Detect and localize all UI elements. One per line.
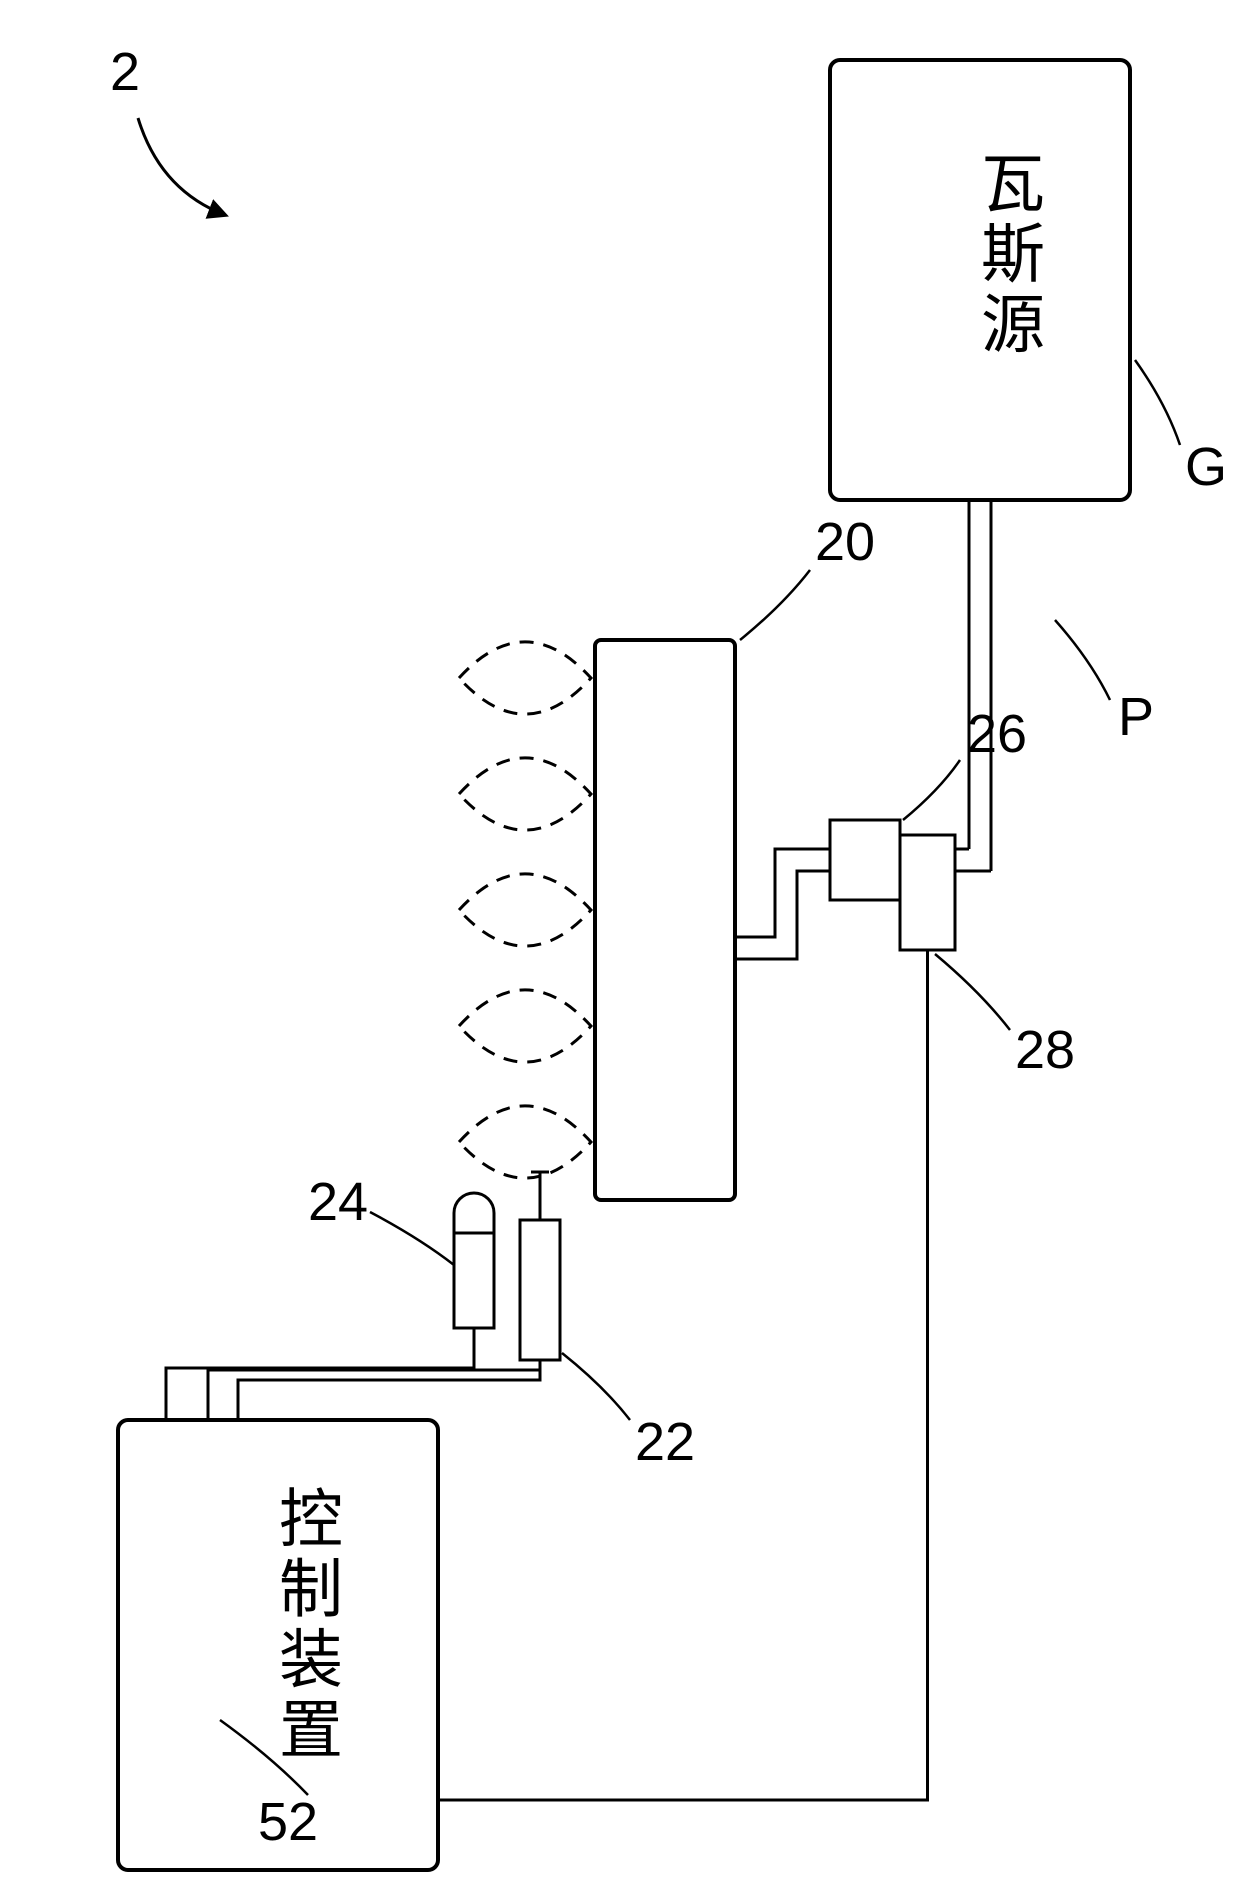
leader-line	[903, 760, 960, 820]
burner-box	[595, 640, 735, 1200]
ref-label: 28	[1015, 1020, 1075, 1080]
flame-icon	[459, 874, 591, 946]
ref-label: 22	[635, 1412, 695, 1472]
leader-line	[1135, 360, 1180, 445]
leader-line	[562, 1353, 630, 1420]
flame-icon	[459, 990, 591, 1062]
ref-label: 20	[815, 512, 875, 572]
valve-body	[830, 820, 900, 900]
valve-actuator	[900, 835, 955, 950]
leader-line	[935, 954, 1010, 1030]
leader-line	[1055, 620, 1110, 700]
gas-source-label: 瓦斯源	[972, 150, 1044, 361]
ref-label: 24	[308, 1172, 368, 1232]
leader-line	[370, 1212, 454, 1265]
ref-label: G	[1185, 437, 1227, 497]
ref-label: P	[1118, 687, 1154, 747]
system-ref-arrow	[138, 118, 225, 215]
diagram-canvas: 瓦斯源控制装置 2 20 26 28 P G 24 22 52	[0, 0, 1240, 1885]
ref-label: 26	[967, 704, 1027, 764]
ref-label: 52	[258, 1792, 318, 1852]
flame-sensor-tip	[454, 1193, 494, 1233]
igniter-body	[520, 1220, 560, 1360]
flame-icon	[459, 642, 591, 714]
flame-icon	[459, 1106, 591, 1178]
system-ref-label: 2	[110, 42, 140, 102]
controller-label: 控制装置	[270, 1485, 342, 1767]
schematic-svg: 瓦斯源控制装置 2 20 26 28 P G 24 22 52	[0, 0, 1240, 1885]
wire-sensor-controller	[166, 1328, 474, 1420]
flame-sensor-body	[454, 1233, 494, 1328]
leader-line	[740, 570, 810, 640]
wire-controller-valve	[438, 950, 928, 1800]
flame-icon	[459, 758, 591, 830]
